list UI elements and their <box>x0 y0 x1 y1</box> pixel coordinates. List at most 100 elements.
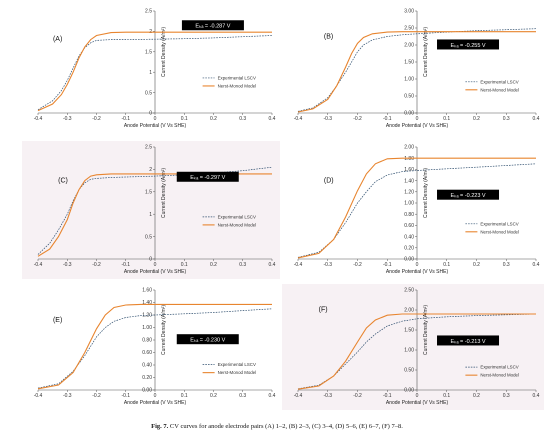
x-tick-label: -0.2 <box>353 116 362 122</box>
x-tick-label: 0.2 <box>473 116 480 122</box>
y-tick-label: 2.5 <box>145 9 152 15</box>
series-experimental-line <box>37 166 273 255</box>
x-tick-label: 0.1 <box>443 116 450 122</box>
x-tick-label: -0.4 <box>34 262 43 268</box>
x-axis-label: Anode Potential (V Vs SHE) <box>386 123 449 129</box>
legend-label-model: Nerst-Monod Model <box>218 370 257 375</box>
x-tick-label: 0.1 <box>181 262 188 268</box>
x-tick-label: 0.3 <box>239 393 246 399</box>
x-tick-label: 0.4 <box>269 262 276 268</box>
y-tick-label: 0.5 <box>145 234 152 240</box>
y-axis-label: Current Density (A/m²) <box>423 27 429 77</box>
y-tick-label: 0.00 <box>142 388 152 394</box>
y-tick-label: 2.00 <box>404 145 414 151</box>
annotation-text: Eₖₐ = -0.255 V <box>450 43 485 49</box>
panel-label: (F) <box>319 307 328 314</box>
chart-svg: -0.4 -0.3 -0.2 -0.1 0 0.1 0.2 0.3 0.400.511.522.… <box>34 9 276 129</box>
legend-label-experimental: Experimental LSCV <box>480 365 518 370</box>
x-tick-label: 0 <box>154 262 157 268</box>
y-tick-label: 1.50 <box>404 60 414 66</box>
y-tick-label: 1.40 <box>404 178 414 184</box>
x-tick-label: 0.2 <box>210 393 217 399</box>
x-tick-label: -0.3 <box>63 393 72 399</box>
y-tick-label: 0.80 <box>142 338 152 344</box>
y-tick-label: 1.60 <box>142 288 152 294</box>
chart-panel-2: -0.4 -0.3 -0.2 -0.1 0 0.1 0.2 0.3 0.4 0.00 0.50 1.0… <box>282 5 544 133</box>
annotation-text: Eₖₐ = -0.223 V <box>450 193 485 199</box>
series-model-line <box>37 303 272 390</box>
panel-background <box>22 141 280 279</box>
panel-label: (C) <box>58 177 68 184</box>
panel-label: (E) <box>53 317 62 324</box>
series-model-line <box>297 31 536 113</box>
y-tick-label: 1.80 <box>404 156 414 162</box>
y-tick-label: 2.5 <box>145 145 152 151</box>
chart-panel-3: -0.4 -0.3 -0.2 -0.1 0 0.1 0.2 0.3 0.4 0 0.5 1 1.5 2 2.… <box>22 141 280 279</box>
y-tick-label: 1.00 <box>404 201 414 207</box>
y-tick-label: 0.50 <box>404 94 414 100</box>
y-tick-label: 0.50 <box>404 368 414 374</box>
x-tick-label: 0.2 <box>473 262 480 268</box>
x-tick-label: 0 <box>416 262 419 268</box>
y-tick-label: 1.50 <box>404 328 414 334</box>
chart-panel-1: -0.4 -0.3 -0.2 -0.1 0 0.1 0.2 0.3 0.4 0 0.5 1 1.5 2 2.… <box>22 5 280 133</box>
y-tick-label: 0.40 <box>404 234 414 240</box>
x-tick-label: 0.3 <box>239 116 246 122</box>
x-tick-label: -0.4 <box>294 393 303 399</box>
y-tick-label: 1.20 <box>404 190 414 196</box>
x-tick-label: 0.4 <box>269 116 276 122</box>
series-model-line <box>297 157 536 259</box>
annotation-box <box>181 20 244 31</box>
x-tick-label: -0.3 <box>323 393 332 399</box>
annotation-box <box>437 39 500 50</box>
x-tick-label: 0.2 <box>210 116 217 122</box>
y-tick-label: 0.60 <box>404 223 414 229</box>
annotation-text: Eₖₐ = -0.297 V <box>190 175 225 181</box>
x-tick-label: 0.4 <box>269 393 276 399</box>
x-tick-label: 0.1 <box>443 262 450 268</box>
x-tick-label: -0.3 <box>323 116 332 122</box>
y-tick-label: 0 <box>149 257 152 263</box>
legend-label-model: Nerst-Monod Model <box>218 83 257 88</box>
y-tick-label: 1.5 <box>145 190 152 196</box>
y-axis-label: Current Density (A/m²) <box>423 305 429 355</box>
series-model-line <box>297 313 536 390</box>
legend-label-model: Nerst-Monod Model <box>480 373 519 378</box>
y-tick-label: 0.60 <box>142 350 152 356</box>
annotation-text: Eₖₐ = -0.213 V <box>450 339 485 345</box>
y-tick-label: 0.00 <box>404 111 414 117</box>
x-tick-label: -0.1 <box>121 393 130 399</box>
x-tick-label: -0.4 <box>294 116 303 122</box>
y-axis-label: Current Density (A/m²) <box>161 168 167 218</box>
x-tick-label: -0.2 <box>92 262 101 268</box>
annotation-box <box>176 334 239 345</box>
x-tick-label: -0.3 <box>63 262 72 268</box>
y-tick-label: 0.80 <box>404 212 414 218</box>
chart-svg: -0.4 -0.3 -0.2 -0.1 0 0.1 0.2 0.3 0.400.511.522.… <box>22 141 280 279</box>
legend-label-model: Nerst-Monod Model <box>218 222 257 227</box>
x-tick-label: -0.1 <box>121 262 130 268</box>
x-tick-label: 0.3 <box>503 116 510 122</box>
y-axis-label: Current Density (A/m²) <box>161 305 167 355</box>
series-model-line <box>37 31 272 112</box>
x-tick-label: -0.1 <box>121 116 130 122</box>
y-tick-label: 1.60 <box>404 167 414 173</box>
y-tick-label: 0.20 <box>404 246 414 252</box>
legend-label-experimental: Experimental LSCV <box>218 75 256 80</box>
x-tick-label: 0.2 <box>210 262 217 268</box>
x-axis-label: Anode Potential (V Vs SHE) <box>124 269 187 275</box>
panel-label: (B) <box>324 33 333 40</box>
series-experimental-line <box>37 35 273 110</box>
x-tick-label: -0.1 <box>383 116 392 122</box>
y-axis-label: Current Density (A/m²) <box>423 168 429 218</box>
x-tick-label: 0.1 <box>181 393 188 399</box>
x-tick-label: 0.2 <box>473 393 480 399</box>
y-tick-label: 2.00 <box>404 308 414 314</box>
x-tick-label: -0.2 <box>92 116 101 122</box>
y-tick-label: 1.00 <box>142 325 152 331</box>
y-tick-label: 1.5 <box>145 50 152 56</box>
y-tick-label: 2.00 <box>404 43 414 49</box>
x-tick-label: -0.4 <box>34 116 43 122</box>
y-tick-label: 2.50 <box>404 26 414 32</box>
y-tick-label: 1.40 <box>142 300 152 306</box>
